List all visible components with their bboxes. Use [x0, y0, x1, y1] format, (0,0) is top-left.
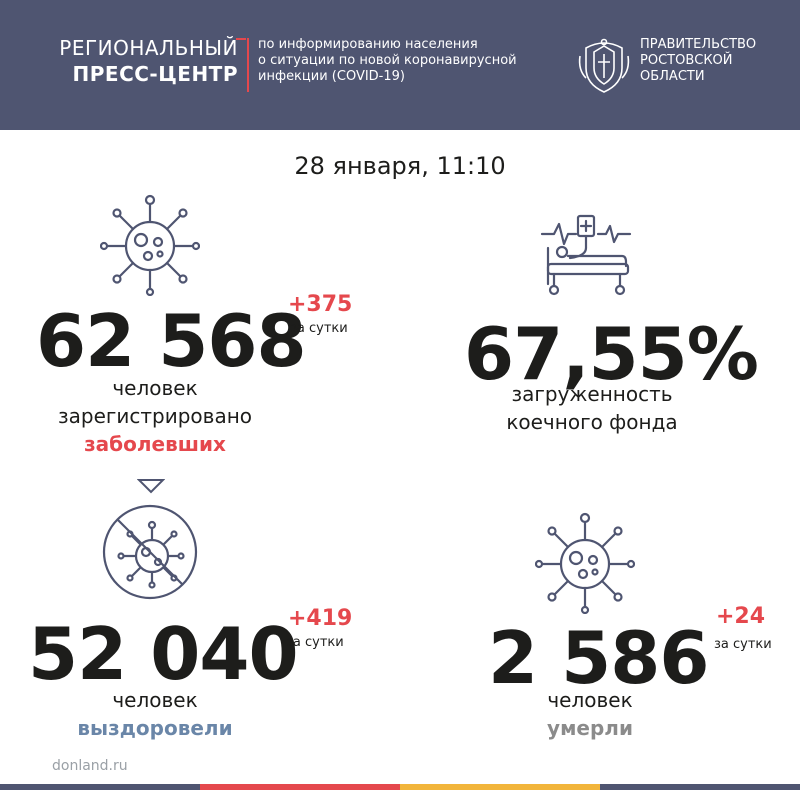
- died-caption-line-1: человек: [547, 688, 633, 712]
- bed-occupancy-caption: загруженность коечного фонда: [462, 380, 722, 436]
- stripe-segment: [400, 784, 600, 790]
- recovered-caption-line-2: выздоровели: [77, 716, 233, 740]
- coat-of-arms-emblem: [578, 38, 630, 93]
- brand-line-1: РЕГИОНАЛЬНЫЙ: [59, 36, 238, 60]
- died-caption: человек умерли: [480, 686, 700, 742]
- infected-caption: человек зарегистрировано заболевших: [40, 374, 270, 458]
- infected-caption-line-1: человек: [112, 376, 198, 400]
- beds-caption-line-2: коечного фонда: [506, 410, 678, 434]
- infected-delta: +375: [288, 292, 353, 317]
- infected-count: 62 568: [36, 299, 307, 383]
- footer-site: donland.ru: [52, 758, 128, 774]
- gov-line-2: РОСТОВСКОЙ: [640, 53, 733, 68]
- died-caption-line-2: умерли: [547, 716, 633, 740]
- infected-caption-line-2: зарегистрировано: [57, 404, 253, 428]
- stripe-segment: [200, 784, 400, 790]
- bed-occupancy-value: 67,55%: [464, 312, 759, 396]
- died-per-day: за сутки: [714, 637, 772, 652]
- stripe-segment: [0, 784, 200, 790]
- virus-icon: [535, 512, 635, 614]
- subtitle-line-2: о ситуации по новой коронавирусной: [258, 53, 517, 68]
- hospital-bed-icon: [540, 214, 632, 296]
- recovered-per-day: за сутки: [286, 635, 344, 650]
- subtitle-line-3: инфекции (COVID-19): [258, 69, 405, 84]
- header-subtitle: по информированию населения о ситуации п…: [258, 37, 558, 85]
- gov-line-1: ПРАВИТЕЛЬСТВО: [640, 37, 757, 52]
- recovered-count: 52 040: [28, 612, 299, 696]
- divider-vertical: [247, 38, 249, 92]
- beds-caption-line-1: загруженность: [511, 382, 673, 406]
- recovered-caption-line-1: человек: [112, 688, 198, 712]
- government-name: ПРАВИТЕЛЬСТВО РОСТОВСКОЙ ОБЛАСТИ: [640, 37, 756, 85]
- recovered-delta: +419: [288, 606, 353, 631]
- header-banner: РЕГИОНАЛЬНЫЙ ПРЕСС-ЦЕНТР по информирован…: [0, 0, 800, 130]
- report-date: 28 января, 11:10: [294, 152, 506, 180]
- died-count: 2 586: [488, 616, 709, 700]
- recovered-caption: человек выздоровели: [40, 686, 270, 742]
- subtitle-line-1: по информированию населения: [258, 37, 478, 52]
- virus-icon: [100, 194, 200, 296]
- virus-crossed-icon: [102, 504, 198, 600]
- brand-line-2: ПРЕСС-ЦЕНТР: [72, 62, 238, 86]
- infected-caption-line-3: заболевших: [84, 432, 226, 456]
- bottom-stripe: [0, 784, 800, 790]
- triangle-down-icon: [137, 479, 165, 494]
- stripe-segment: [600, 784, 800, 790]
- infected-per-day: за сутки: [290, 321, 348, 336]
- gov-line-3: ОБЛАСТИ: [640, 69, 705, 84]
- divider-accent: [236, 38, 246, 40]
- died-delta: +24: [716, 604, 766, 629]
